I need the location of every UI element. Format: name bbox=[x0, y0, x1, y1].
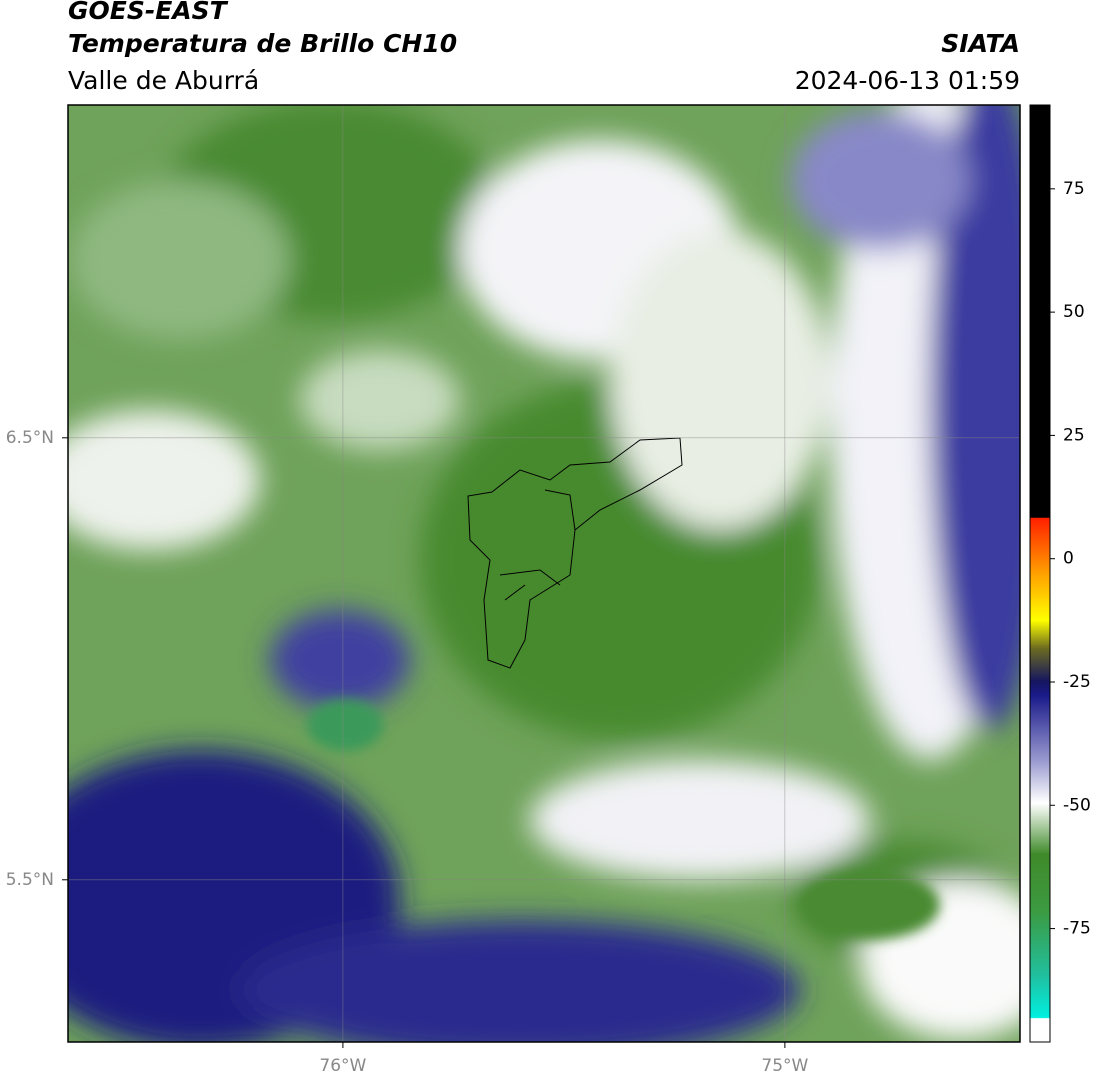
datetime: 2024-06-13 01:59 bbox=[795, 66, 1020, 95]
title: GOES-EAST bbox=[68, 0, 229, 25]
satellite-image bbox=[68, 105, 1020, 1042]
source: SIATA bbox=[941, 29, 1020, 58]
colorbar-tick-label: -25 bbox=[1063, 672, 1091, 692]
lon-tick-label: 76°W bbox=[319, 1056, 366, 1076]
lon-tick-label: 75°W bbox=[761, 1056, 808, 1076]
colorbar-tick-label: -75 bbox=[1063, 919, 1091, 939]
aburra-outline bbox=[467, 437, 683, 669]
map-frame bbox=[67, 104, 1021, 1043]
colorbar-tick-label: 0 bbox=[1063, 549, 1074, 569]
colorbar-tick-label: 50 bbox=[1063, 302, 1085, 322]
lat-tick-label: 5.5°N bbox=[6, 870, 54, 890]
colorbar-tick-label: -50 bbox=[1063, 795, 1091, 815]
colorbar bbox=[1029, 104, 1051, 1043]
subtitle: Temperatura de Brillo CH10 bbox=[68, 29, 457, 58]
colorbar-tick-label: 25 bbox=[1063, 425, 1085, 445]
lat-tick-label: 6.5°N bbox=[6, 428, 54, 448]
colorbar-tick-label: 75 bbox=[1063, 179, 1085, 199]
region: Valle de Aburrá bbox=[68, 66, 259, 95]
